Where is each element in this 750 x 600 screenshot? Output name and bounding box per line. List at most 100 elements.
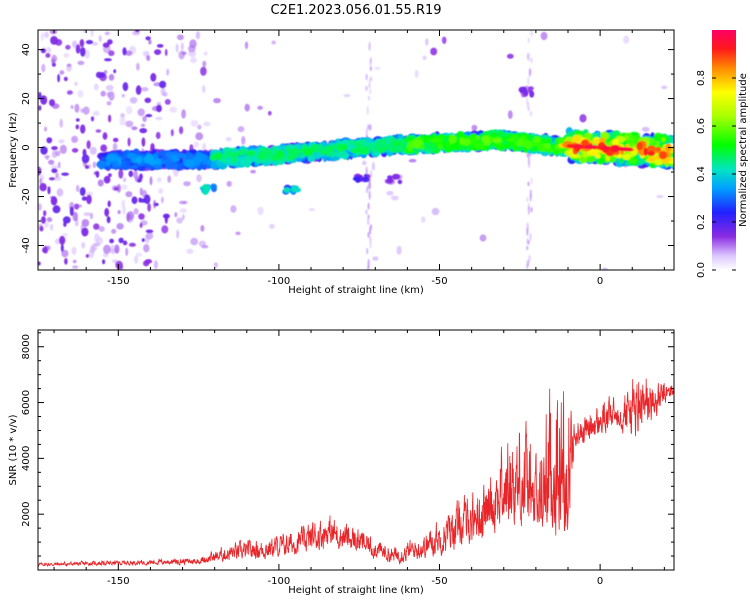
heatmap-cell <box>61 233 69 237</box>
heatmap-cell <box>92 110 100 117</box>
heatmap-cell <box>117 157 122 165</box>
heatmap-cell <box>72 265 79 269</box>
heatmap-cell <box>425 38 429 46</box>
heatmap-cell <box>374 66 381 71</box>
heatmap-cell <box>603 146 610 150</box>
heatmap-cell <box>529 189 532 199</box>
heatmap-cell <box>656 194 664 199</box>
heatmap-cell <box>58 139 65 144</box>
heatmap-cell <box>137 178 142 183</box>
heatmap-cell <box>506 137 516 142</box>
heatmap-cell <box>113 186 119 191</box>
heatmap-cell <box>135 252 143 257</box>
heatmap-cell <box>155 131 161 140</box>
heatmap-cell <box>195 132 204 141</box>
heatmap-cell <box>226 180 232 187</box>
heatmap-cell <box>121 164 131 171</box>
heatmap-cell <box>621 154 632 160</box>
heatmap-cell <box>38 203 42 211</box>
heatmap-cell <box>105 155 116 162</box>
heatmap-cell <box>365 127 368 137</box>
heatmap-cell <box>42 247 48 254</box>
snr-ticks: -150 -100 -50 0 2000 4000 6000 8000 <box>21 330 674 587</box>
heatmap-cell <box>45 155 49 160</box>
heatmap-cell <box>79 187 86 196</box>
heatmap-cell <box>97 179 104 187</box>
heatmap-cell <box>518 86 528 94</box>
heatmap-cell <box>106 216 111 224</box>
heatmap-cell <box>190 57 197 64</box>
x-tick-label: -50 <box>431 576 447 587</box>
heatmap-cell <box>179 126 184 135</box>
heatmap-cell <box>475 143 486 149</box>
heatmap-cell <box>526 197 529 202</box>
heatmap-cell <box>347 139 358 146</box>
heatmap-cell <box>83 212 92 217</box>
heatmap-cell <box>51 146 58 151</box>
heatmap-cell <box>247 150 256 157</box>
heatmap-cell <box>271 40 277 45</box>
heatmap-cell <box>202 85 206 93</box>
heatmap-cell <box>366 185 369 191</box>
heatmap-cell <box>146 55 151 62</box>
heatmap-cell <box>125 247 129 256</box>
heatmap-cell <box>636 141 643 151</box>
heatmap-cell <box>366 247 369 255</box>
heatmap-cell <box>646 145 656 153</box>
heatmap-cell <box>176 229 180 239</box>
y-tick-label: -20 <box>21 188 32 204</box>
heatmap-cell <box>367 217 370 226</box>
heatmap-cell <box>125 120 134 128</box>
heatmap-cell <box>512 143 518 152</box>
heatmap-cell <box>586 132 591 141</box>
heatmap-cell <box>527 181 530 187</box>
heatmap-cell <box>145 114 153 118</box>
heatmap-cell <box>413 146 420 156</box>
x-tick-label: -100 <box>268 576 291 587</box>
colorbar: 0.0 0.2 0.4 0.6 0.8 Normalized spectral ampl… <box>696 30 749 278</box>
heatmap-cell <box>81 154 90 164</box>
colorbar-gradient <box>712 30 736 270</box>
heatmap-cell <box>122 82 129 92</box>
heatmap-cell <box>507 110 513 119</box>
heatmap-cell <box>149 176 153 186</box>
heatmap-cell <box>626 147 632 152</box>
heatmap-cell <box>658 151 668 160</box>
heatmap-cell <box>53 176 62 182</box>
heatmap-cell <box>192 155 202 165</box>
heatmap-cell <box>141 238 145 242</box>
heatmap-cell <box>598 158 604 165</box>
heatmap-cell <box>430 47 438 56</box>
heatmap-cell <box>121 199 126 209</box>
heatmap-cell <box>74 203 80 210</box>
heatmap-cell <box>369 76 373 82</box>
heatmap-cell <box>146 231 154 240</box>
heatmap-cell <box>235 231 241 236</box>
heatmap-cell <box>48 177 56 181</box>
heatmap-cell <box>122 177 127 182</box>
heatmap-cell <box>307 155 316 162</box>
x-tick-label: 0 <box>597 576 603 587</box>
y-tick-label: -40 <box>21 237 32 253</box>
heatmap-cell <box>421 216 426 223</box>
heatmap-cell <box>164 48 168 57</box>
heatmap-cell <box>125 191 133 198</box>
heatmap-cell <box>368 190 371 200</box>
colorbar-tick-label: 0.6 <box>696 118 707 134</box>
heatmap-cell <box>139 187 143 196</box>
heatmap-cell <box>357 147 368 154</box>
heatmap-cell <box>387 175 393 180</box>
heatmap-cell <box>172 162 178 170</box>
heatmap-cell <box>475 135 480 141</box>
heatmap-cell <box>56 188 64 197</box>
heatmap-cell <box>139 222 143 228</box>
heatmap-cell <box>244 41 249 50</box>
heatmap-cell <box>230 205 237 213</box>
heatmap-cell <box>80 124 86 134</box>
heatmap-cell <box>162 92 168 97</box>
heatmap-cell <box>605 148 614 156</box>
heatmap-cell <box>92 242 100 247</box>
heatmap-cell <box>169 106 178 113</box>
heatmap-cell <box>361 177 370 183</box>
heatmap-cell <box>154 49 162 55</box>
